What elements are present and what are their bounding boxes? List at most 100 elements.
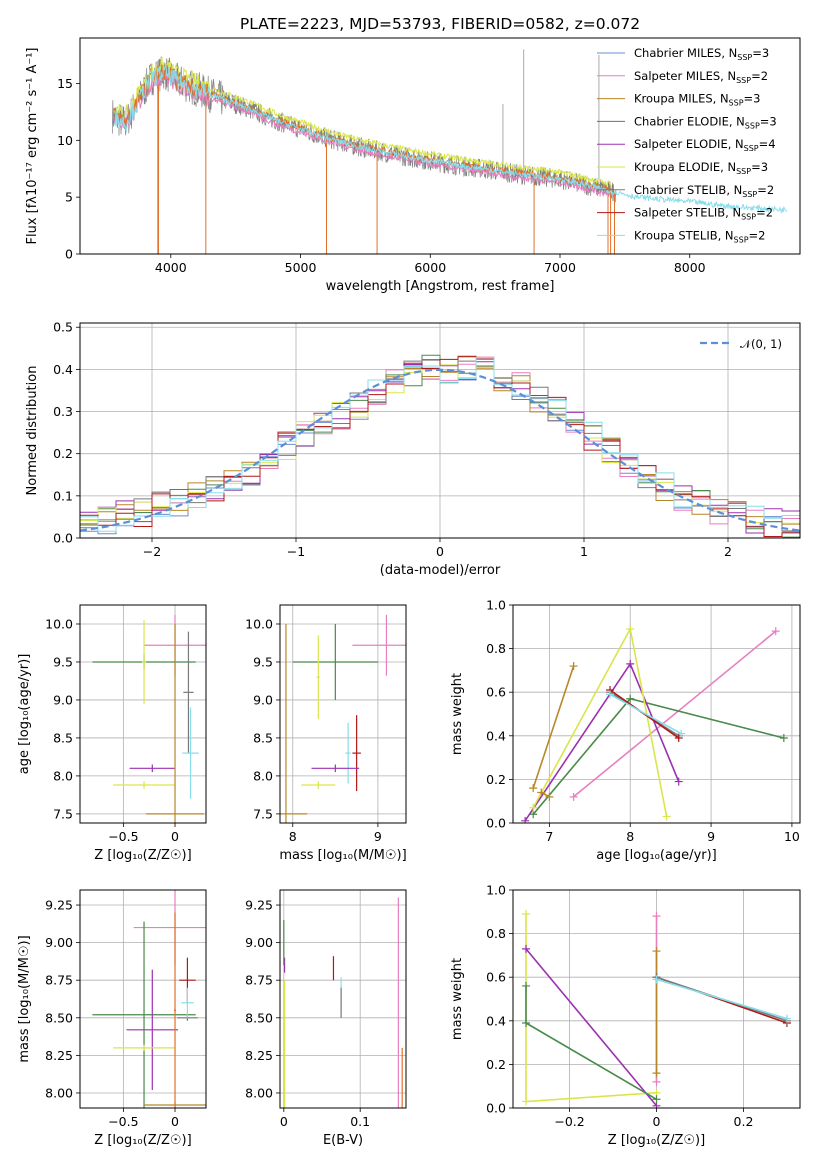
y-axis-label: mass [log₁₀(M/M☉)] — [17, 935, 32, 1062]
y-tick-label: 0.0 — [486, 816, 506, 831]
model-fit-line — [113, 64, 613, 192]
legend-label: Chabrier MILES, NSSP=3 — [634, 46, 769, 62]
legend-label: Kroupa STELIB, NSSP=2 — [634, 228, 765, 244]
age-vs-mass-plot-area — [280, 614, 406, 823]
y-tick-label: 0.4 — [53, 362, 73, 377]
spectrum-legend: Chabrier MILES, NSSP=3 Salpeter MILES, NS… — [597, 46, 777, 244]
y-axis-label: mass weight — [450, 673, 465, 755]
y-tick-label: 8.75 — [245, 973, 273, 988]
weight-line — [540, 791, 550, 798]
y-axis-label: age [log₁₀(age/yr)] — [17, 654, 32, 775]
panel-age-vs-metallicity: −0.5 0 7.5 8.0 8.5 9.0 9.5 10.0 Z [log₁₀(Z/Z☉)] a… — [17, 604, 207, 863]
legend-count: =4 — [759, 137, 776, 151]
plus-marker — [771, 627, 780, 636]
x-tick-label: 2 — [724, 544, 732, 559]
x-tick-label: 0 — [171, 1114, 179, 1129]
y-tick-label: 8.25 — [245, 1048, 273, 1063]
y-axis-label: mass weight — [450, 958, 465, 1040]
axes-frame — [79, 322, 801, 539]
axes-frame — [79, 889, 207, 1109]
legend-label: Kroupa MILES, NSSP=3 — [634, 92, 760, 108]
x-axis-label: Z [log₁₀(Z/Z☉)] — [94, 848, 191, 863]
x-axis-label: age [log₁₀(age/yr)] — [596, 848, 717, 863]
x-axis-label: Z [log₁₀(Z/Z☉)] — [608, 1133, 705, 1148]
plus-marker — [782, 1014, 791, 1023]
normal-distribution-curve — [80, 368, 800, 532]
plus-marker — [779, 733, 788, 742]
mass-vs-ebv-plot-area — [283, 897, 403, 1108]
legend-label: Salpeter ELODIE, NSSP=4 — [634, 137, 776, 153]
plus-marker — [677, 729, 686, 738]
legend-count: =2 — [749, 228, 766, 242]
y-tick-label: 10.0 — [245, 616, 273, 631]
y-tick-label: 9.25 — [245, 898, 273, 913]
weight-line — [532, 626, 668, 817]
plus-marker — [537, 788, 546, 797]
axes-frame — [79, 37, 801, 255]
x-tick-label: 5000 — [285, 260, 317, 275]
legend-count: =2 — [751, 69, 768, 83]
plus-marker — [569, 662, 578, 671]
legend-subscript: SSP — [741, 213, 756, 222]
x-axis-label: (data-model)/error — [380, 563, 501, 578]
y-tick-label: 7.5 — [253, 806, 273, 821]
plus-marker — [626, 694, 635, 703]
plus-marker — [652, 1069, 661, 1078]
weight-line — [656, 978, 788, 1020]
panel-mass-vs-metallicity: −0.5 0 8.00 8.25 8.50 8.75 9.00 9.25 Z [log₁₀(Z/… — [17, 889, 207, 1148]
massweight-vs-Z-plot-area — [522, 909, 791, 1108]
y-tick-label: 0.6 — [486, 970, 506, 985]
x-tick-label: 7000 — [544, 260, 576, 275]
x-tick-label: 0 — [436, 544, 444, 559]
legend-subscript: SSP — [744, 144, 759, 153]
y-tick-label: 15 — [57, 76, 73, 91]
weight-line — [573, 630, 777, 798]
plus-marker — [652, 947, 661, 956]
y-tick-label: 9.5 — [53, 654, 73, 669]
axes-frame — [279, 604, 407, 824]
legend-count: =3 — [760, 114, 777, 128]
panel-age-vs-mass: 8 9 7.5 8.0 8.5 9.0 9.5 10.0 mass [log₁₀(M/M☉)] — [245, 604, 407, 863]
x-tick-label: 1 — [580, 544, 588, 559]
legend-count: =2 — [756, 206, 773, 220]
legend-count: =3 — [751, 160, 768, 174]
plus-marker — [522, 909, 531, 918]
y-axis-label: Normed distribution — [25, 366, 40, 496]
massweight-vs-age-plot-area — [521, 624, 788, 823]
y-axis-label: Flux [fλ10⁻¹⁷ erg cm⁻² s⁻¹ A⁻¹] — [25, 48, 40, 245]
weight-line — [525, 948, 658, 1107]
y-tick-label: 8.5 — [253, 730, 273, 745]
weight-line — [525, 914, 657, 1103]
hist-plot-area — [80, 354, 800, 538]
y-tick-label: 0.4 — [486, 728, 506, 743]
y-tick-label: 0.6 — [486, 685, 506, 700]
x-tick-label: 9 — [707, 829, 715, 844]
y-tick-label: 7.5 — [53, 806, 73, 821]
x-tick-label: 8 — [289, 829, 297, 844]
x-tick-label: 9 — [374, 829, 382, 844]
x-tick-label: 8000 — [674, 260, 706, 275]
x-tick-label: 10 — [784, 829, 800, 844]
x-axis-label: E(B-V) — [323, 1133, 363, 1148]
plus-marker — [522, 944, 531, 953]
legend-label: Chabrier STELIB, NSSP=2 — [634, 183, 774, 199]
legend-count: =3 — [752, 46, 769, 60]
y-tick-label: 1.0 — [486, 598, 506, 613]
x-tick-label: 4000 — [155, 260, 187, 275]
weight-line — [609, 693, 682, 735]
model-fit-line — [113, 64, 788, 214]
legend-subscript: SSP — [737, 53, 752, 62]
plus-marker — [545, 792, 554, 801]
x-tick-label: 7 — [545, 829, 553, 844]
y-tick-label: 9.25 — [45, 898, 73, 913]
x-tick-label: 8 — [626, 829, 634, 844]
y-tick-label: 10.0 — [45, 616, 73, 631]
residual-histogram-kroupa-stelib — [80, 357, 800, 532]
y-tick-label: 1.0 — [486, 883, 506, 898]
y-tick-label: 8.50 — [245, 1010, 273, 1025]
x-tick-label: 0 — [171, 829, 179, 844]
plus-marker — [521, 816, 530, 823]
x-tick-label: −0.5 — [108, 1114, 138, 1129]
legend-label: Kroupa ELODIE, NSSP=3 — [634, 160, 768, 176]
x-tick-label: −1 — [287, 544, 305, 559]
